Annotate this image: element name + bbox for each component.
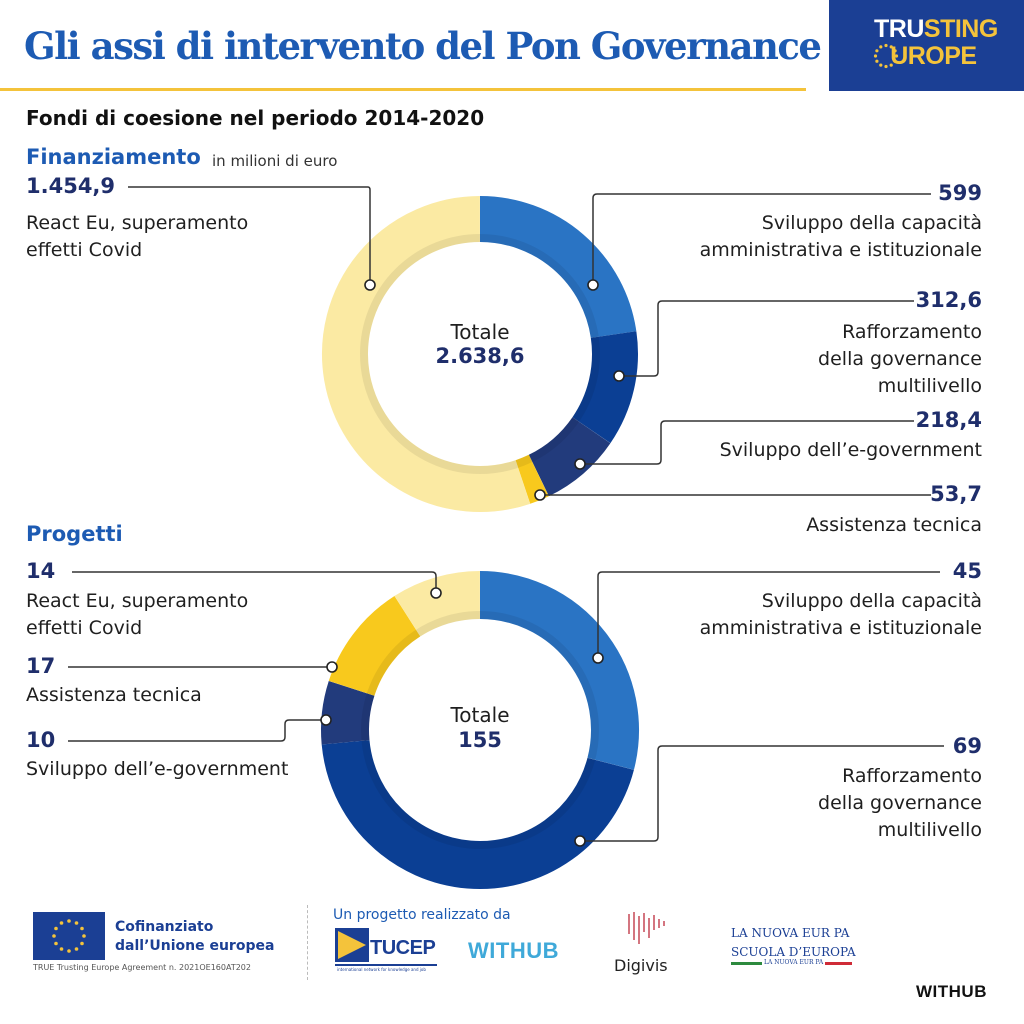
eu-stars-icon xyxy=(873,43,899,69)
leader-dot xyxy=(574,458,586,470)
data-label-value: 218,4 xyxy=(915,408,982,432)
data-label-text: della governance xyxy=(818,792,982,814)
total-value: 2.638,6 xyxy=(435,344,525,368)
donut-segment xyxy=(572,331,638,444)
donut-segment xyxy=(479,571,639,770)
leader-dot xyxy=(574,835,586,847)
data-label-text: Sviluppo dell’e-government xyxy=(719,439,982,461)
total-label: Totale xyxy=(450,703,510,727)
lne-logo-line: LA NUOVA EUR PA xyxy=(731,926,850,940)
data-label-value: 53,7 xyxy=(930,482,982,506)
donut-segment xyxy=(322,196,531,512)
data-label-text: effetti Covid xyxy=(26,239,143,261)
data-label-text: amministrativa e istituzionale xyxy=(699,617,982,639)
tucep-name: TUCEP xyxy=(370,937,436,959)
data-label-text: React Eu, superamento xyxy=(26,212,249,234)
data-label-text: Sviluppo della capacità xyxy=(761,212,982,234)
donut-segment xyxy=(479,196,637,339)
donut-segment xyxy=(321,680,375,745)
leader-dot xyxy=(587,279,599,291)
page-title: Gli assi di intervento del Pon Governanc… xyxy=(24,24,822,68)
footer-divider xyxy=(307,905,308,980)
leader-line xyxy=(592,193,931,284)
unit-label: in milioni di euro xyxy=(212,152,338,170)
leader-lines xyxy=(68,186,944,842)
leader-line xyxy=(68,719,326,742)
donut-inner-shade xyxy=(361,611,599,849)
leader-line xyxy=(72,571,437,593)
brand-text-a: TRU xyxy=(874,15,924,43)
eu-cofinanced-text: Cofinanziato dall’Unione europea xyxy=(115,918,274,956)
data-label-text: multilivello xyxy=(877,375,982,397)
title-underline xyxy=(0,88,806,91)
tucep-logo xyxy=(335,928,437,966)
tucep-tagline: international network for knowledge and … xyxy=(337,967,426,972)
eu-text-line: dall’Unione europea xyxy=(115,938,275,954)
data-label-text: multilivello xyxy=(877,819,982,841)
data-label-value: 10 xyxy=(26,728,56,752)
lne-logo-line: SCUOLA D’EUROPA xyxy=(731,945,856,959)
leader-line xyxy=(580,745,944,842)
leader-line xyxy=(620,300,914,377)
data-label-text: Assistenza tecnica xyxy=(26,684,202,706)
data-label-text: React Eu, superamento xyxy=(26,590,249,612)
digivis-logo-text: Digivis xyxy=(614,956,668,975)
data-label-text: effetti Covid xyxy=(26,617,143,639)
data-label-value: 1.454,9 xyxy=(26,174,116,198)
brand-text-c: UROPE xyxy=(890,42,977,70)
data-label-value: 45 xyxy=(952,559,982,583)
digivis-logo-icon xyxy=(628,912,665,944)
data-label-value: 599 xyxy=(938,181,982,205)
leader-dots xyxy=(320,279,625,847)
leader-line xyxy=(580,420,914,465)
eu-flag-logo xyxy=(33,912,105,960)
data-label-value: 69 xyxy=(952,734,982,758)
eu-text-line: Cofinanziato xyxy=(115,919,214,935)
leader-line xyxy=(597,571,940,658)
agreement-text: TRUE Trusting Europe Agreement n. 2021OE… xyxy=(33,963,251,972)
withhub-corner-logo: WITHUB xyxy=(916,982,987,1001)
donut-inner-shade xyxy=(360,234,600,474)
donut-segment xyxy=(328,595,421,697)
donut-segment xyxy=(394,571,481,637)
data-label-text: Assistenza tecnica xyxy=(806,514,982,536)
data-label-text: Sviluppo della capacità xyxy=(761,590,982,612)
data-label-value: 14 xyxy=(26,559,56,583)
data-label-text: Rafforzamento xyxy=(842,321,982,343)
subtitle: Fondi di coesione nel periodo 2014-2020 xyxy=(26,106,485,130)
donut-progetti xyxy=(321,571,639,889)
donut-segment xyxy=(528,416,611,497)
data-label-text: della governance xyxy=(818,348,982,370)
lne-logo-line: LA NUOVA EUR PA xyxy=(762,959,826,966)
donut-segment xyxy=(515,454,549,504)
data-label-text: Rafforzamento xyxy=(842,765,982,787)
data-label-value: 312,6 xyxy=(915,288,982,312)
total-label: Totale xyxy=(450,320,510,344)
leader-dot xyxy=(613,370,625,382)
leader-dot xyxy=(320,714,332,726)
data-label-text: Sviluppo dell’e-government xyxy=(26,758,289,780)
leader-dot xyxy=(326,661,338,673)
data-label-value: 17 xyxy=(26,654,56,678)
total-value: 155 xyxy=(458,728,502,752)
leader-dot xyxy=(430,587,442,599)
leader-dot xyxy=(592,652,604,664)
project-by-text: Un progetto realizzato da xyxy=(333,907,511,923)
leader-dot xyxy=(364,279,376,291)
trusting-europe-logo: TRUSTING EUROPE xyxy=(829,0,1024,91)
withhub-logo: WITHUB xyxy=(468,938,559,963)
section-title-progetti: Progetti xyxy=(26,522,123,546)
leader-line xyxy=(128,186,371,284)
donut-segment xyxy=(321,739,634,889)
brand-text-b: STING xyxy=(923,15,998,43)
eu-stars-icon xyxy=(52,919,86,953)
section-title-finanziamento: Finanziamento xyxy=(26,145,201,169)
data-label-text: amministrativa e istituzionale xyxy=(699,239,982,261)
leader-dot xyxy=(534,489,546,501)
donut-finanziamento xyxy=(322,196,638,512)
